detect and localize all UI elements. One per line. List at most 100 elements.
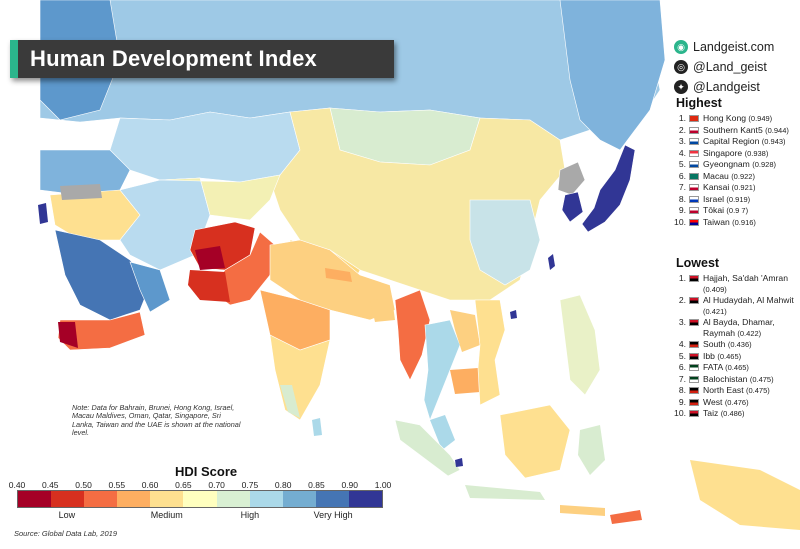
lowest-list: 1. Hajjah, Sa'dah 'Amran (0.409) 2. Al Huda…: [674, 273, 800, 420]
gulf-states: [129, 261, 171, 313]
hdi-value: (0.409): [703, 284, 727, 294]
highest-item: 2. Southern Kant5 (0.944): [674, 125, 800, 137]
region-name: Al Bayda, Dhamar, Raymah (0.422): [703, 317, 800, 339]
flag-icon: [689, 410, 699, 417]
rank-number: 9.: [678, 396, 686, 407]
region-name: Ibb (0.465): [703, 351, 741, 363]
china-east: [469, 199, 541, 286]
legend-swatch: [84, 491, 118, 507]
region-name: Tōkai (0.9 7): [703, 205, 748, 217]
flag-icon: [689, 297, 699, 304]
region-name: Al Hudaydah, Al Mahwit (0.421): [703, 295, 800, 317]
region-label: FATA: [703, 362, 723, 372]
highest-heading: Highest: [676, 96, 722, 110]
legend-swatch: [117, 491, 151, 507]
legend-ticks: 0.40 0.45 0.50 0.55 0.60 0.65 0.70 0.75 0.80 0.85…: [8, 480, 392, 490]
sulawesi: [578, 425, 605, 475]
flag-icon: [689, 352, 699, 360]
legend-tick-label: 0.50: [75, 480, 92, 490]
legend-category-label: High: [240, 510, 260, 520]
lowest-item: 1. Hajjah, Sa'dah 'Amran (0.409): [674, 273, 800, 295]
flag-icon: [689, 387, 699, 394]
rank-number: 8.: [678, 193, 686, 204]
region-label: Al Hudaydah, Al Mahwit: [703, 295, 794, 305]
legend-tick-label: 0.40: [8, 480, 26, 490]
legend-category-label: Medium: [150, 510, 183, 520]
hdi-value: (0.486): [720, 409, 745, 418]
legend-categories: Low Medium High Very High: [17, 510, 383, 522]
lesser-sunda: [560, 505, 605, 516]
sumatra: [394, 419, 461, 477]
rank-number: 3.: [678, 317, 686, 327]
region-name: Singapore (0.938): [703, 148, 768, 160]
lowest-item: 8. North East (0.475): [674, 385, 800, 397]
lowest-item: 4. South (0.436): [674, 339, 800, 351]
region-name: Gyeongnam (0.928): [703, 159, 776, 171]
highest-item: 6. Macau (0.922): [674, 171, 800, 183]
lowest-item: 2. Al Hudaydah, Al Mahwit (0.421): [674, 295, 800, 317]
region-label: Israel: [703, 193, 725, 204]
new-guinea: [690, 460, 800, 530]
lowest-item: 5. Ibb (0.465): [674, 351, 800, 363]
social-twitter[interactable]: ✦ @Landgeist: [674, 78, 798, 96]
region-label: Hajjah, Sa'dah 'Amran: [703, 273, 788, 283]
legend-category-label: Very High: [313, 510, 353, 520]
flag-icon: [689, 319, 699, 326]
flag-icon: [689, 341, 699, 348]
highest-item: 3. Capital Region (0.943): [674, 136, 800, 148]
flag-icon: [689, 172, 699, 180]
hdi-value: (0.465): [717, 351, 742, 361]
thailand: [423, 319, 461, 421]
israel-region: [38, 203, 48, 224]
page-title: Human Development Index: [30, 46, 317, 71]
hong-kong-dot: [510, 310, 517, 319]
lowest-item: 9. West (0.476): [674, 397, 800, 409]
rank-number: 6.: [678, 362, 686, 372]
region-label: Ibb: [703, 350, 715, 361]
region-label: Gyeongnam: [703, 159, 750, 169]
social-instagram-text: @Land_geist: [693, 60, 767, 74]
south-korea: [561, 191, 584, 223]
rank-number: 1.: [678, 113, 686, 123]
legend-swatch: [282, 491, 316, 507]
title-banner: Human Development Index: [10, 40, 394, 78]
region-name: West (0.476): [703, 397, 749, 409]
hdi-value: (0.943): [761, 137, 786, 146]
legend-tick-label: 0.60: [141, 480, 159, 490]
highest-item: 4. Singapore (0.938): [674, 148, 800, 160]
lowest-item: 3. Al Bayda, Dhamar, Raymah (0.422): [674, 317, 800, 339]
social-links: ◉ Landgeist.com ◎ @Land_geist ✦ @Landgei…: [674, 38, 798, 98]
social-instagram[interactable]: ◎ @Land_geist: [674, 58, 798, 76]
bangladesh: [370, 298, 395, 322]
legend-swatch: [315, 491, 349, 507]
region-label: Taiz: [703, 408, 719, 418]
legend-tick-label: 0.70: [208, 480, 225, 490]
hdi-value: (0.928): [752, 160, 776, 169]
legend-tick-label: 0.75: [241, 480, 259, 490]
legend-tick-label: 1.00: [374, 480, 392, 490]
region-name: Southern Kant5 (0.944): [703, 125, 789, 137]
highest-item: 10. Taiwan (0.916): [674, 217, 800, 229]
lowest-item: 6. FATA (0.465): [674, 362, 800, 374]
flag-icon: [689, 218, 699, 226]
rank-number: 10.: [674, 408, 686, 418]
globe-icon: ◉: [674, 40, 688, 54]
hdi-value: (0.922): [731, 171, 755, 181]
hdi-value: (0.436): [727, 340, 752, 349]
cyprus-gray: [60, 184, 102, 200]
afghanistan-south: [195, 246, 225, 270]
rank-number: 3.: [678, 136, 686, 146]
instagram-icon: ◎: [674, 60, 688, 74]
region-name: Balochistan (0.475): [703, 374, 774, 386]
region-name: Hajjah, Sa'dah 'Amran (0.409): [703, 273, 800, 295]
india-north: [269, 239, 396, 321]
legend-color-bar: [17, 490, 383, 508]
legend-tick-label: 0.85: [308, 480, 325, 490]
region-label: Kansai: [703, 182, 730, 192]
social-website[interactable]: ◉ Landgeist.com: [674, 38, 798, 56]
flag-icon: [689, 184, 699, 191]
social-website-text: Landgeist.com: [693, 40, 775, 54]
region-label: Southern Kant5: [703, 124, 763, 135]
hdi-value: (0.475): [749, 374, 774, 384]
legend-category-label: Low: [58, 510, 76, 520]
